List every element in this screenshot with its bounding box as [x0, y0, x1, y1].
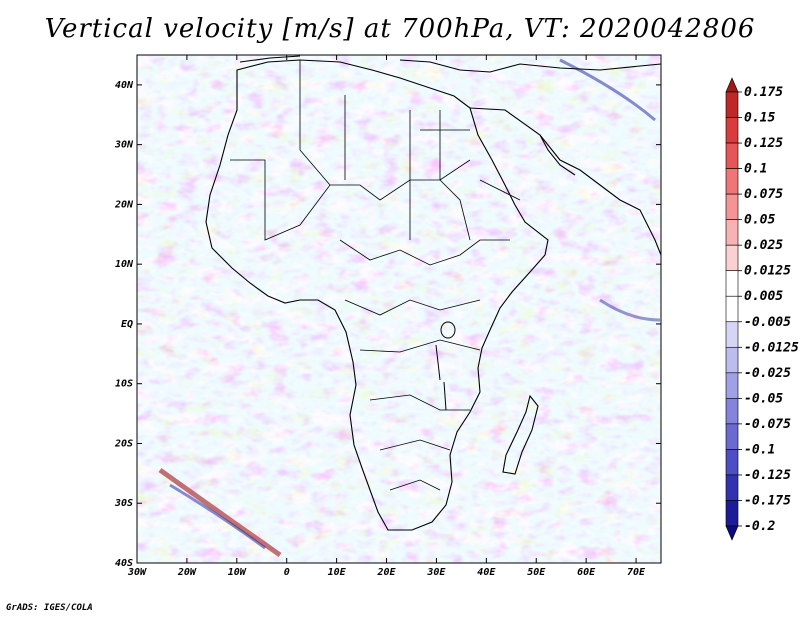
colorbar-label: -0.005	[744, 315, 791, 330]
lat-tick-label: 10S	[115, 379, 133, 390]
colorbar-swatch	[725, 500, 739, 527]
lon-tick-label: 20W	[177, 567, 197, 578]
lat-tick-label: 20N	[114, 199, 134, 210]
colorbar-label: -0.175	[744, 493, 791, 508]
country-borders	[230, 60, 521, 491]
madagascar-coast	[502, 394, 539, 475]
colorbar-swatch	[725, 321, 739, 348]
lakes	[435, 321, 456, 411]
colorbar-label: -0.125	[744, 468, 791, 483]
colorbar-label: 0.05	[744, 213, 775, 228]
lon-tick-label: 30W	[127, 567, 147, 578]
colorbar-swatch	[725, 474, 739, 501]
arabia-coast	[469, 107, 661, 256]
colorbar-swatch	[725, 117, 739, 144]
colorbar-label: 0.075	[744, 187, 783, 202]
colorbar-label: -0.025	[744, 366, 791, 381]
lat-tick-label: 40N	[115, 80, 134, 91]
colorbar-label: 0.175	[744, 85, 783, 100]
colorbar-swatch	[725, 142, 739, 169]
lat-tick-label: 30S	[114, 498, 133, 509]
colorbar-label: -0.1	[744, 442, 775, 457]
colorbar-label: 0.125	[744, 136, 783, 151]
colorbar-label: 0.15	[744, 111, 775, 126]
colorbar-swatch	[725, 346, 739, 374]
lon-tick-label: 30E	[426, 567, 446, 578]
lat-tick-label: EQ	[121, 319, 133, 330]
lat-tick-label: 30N	[114, 140, 134, 151]
colorbar-swatch	[725, 372, 739, 399]
lat-tick-label: 40S	[115, 558, 133, 569]
persian-gulf	[539, 134, 576, 176]
africa-coast	[205, 59, 549, 531]
velocity-field	[137, 55, 661, 563]
colorbar-swatch	[725, 193, 739, 220]
colorbar-swatch	[725, 449, 739, 476]
colorbar-swatch	[725, 244, 739, 272]
lon-tick-label: 40E	[477, 567, 496, 578]
colorbar-swatch	[725, 398, 739, 425]
lat-tick-label: 20S	[114, 438, 133, 449]
colorbar-label: -0.05	[744, 391, 783, 406]
colorbar-swatch	[725, 423, 739, 450]
colorbar-label: 0.1	[744, 162, 767, 177]
lon-tick-label: 70E	[627, 567, 646, 578]
colorbar-label: 0.025	[744, 238, 783, 253]
lon-tick-label: 10E	[328, 567, 347, 578]
europe-coast	[239, 55, 661, 73]
lon-tick-label: 20E	[376, 567, 396, 578]
colorbar-swatch	[725, 219, 739, 246]
colorbar: 0.175 0.15 0.125 0.1 0.075 0.05 0.025 0.0125 0.0…	[725, 77, 799, 541]
colorbar-bottom-arrow	[725, 525, 739, 541]
colorbar-swatch	[725, 91, 739, 118]
colorbar-swatch	[725, 270, 739, 297]
colorbar-label: -0.075	[744, 417, 791, 432]
colorbar-swatch	[725, 295, 739, 323]
chart-title: Vertical velocity [m/s] at 700hPa, VT: 2…	[44, 14, 756, 44]
coastlines	[205, 55, 661, 531]
plot-frame	[136, 54, 662, 564]
colorbar-label: 0.0125	[744, 264, 791, 279]
colorbar-swatch	[725, 168, 739, 195]
lat-tick-label: 10N	[115, 259, 134, 270]
credit-label: GrADS: IGES/COLA	[6, 603, 93, 613]
colorbar-label: 0.005	[744, 289, 783, 304]
lon-tick-label: 10W	[228, 567, 247, 578]
lon-tick-label: 50E	[527, 567, 546, 578]
colorbar-top-arrow	[725, 77, 739, 93]
lon-tick-label: 60E	[577, 567, 596, 578]
lon-tick-label: 0	[284, 567, 290, 578]
colorbar-label: -0.0125	[744, 340, 799, 355]
colorbar-label: -0.2	[744, 519, 775, 534]
